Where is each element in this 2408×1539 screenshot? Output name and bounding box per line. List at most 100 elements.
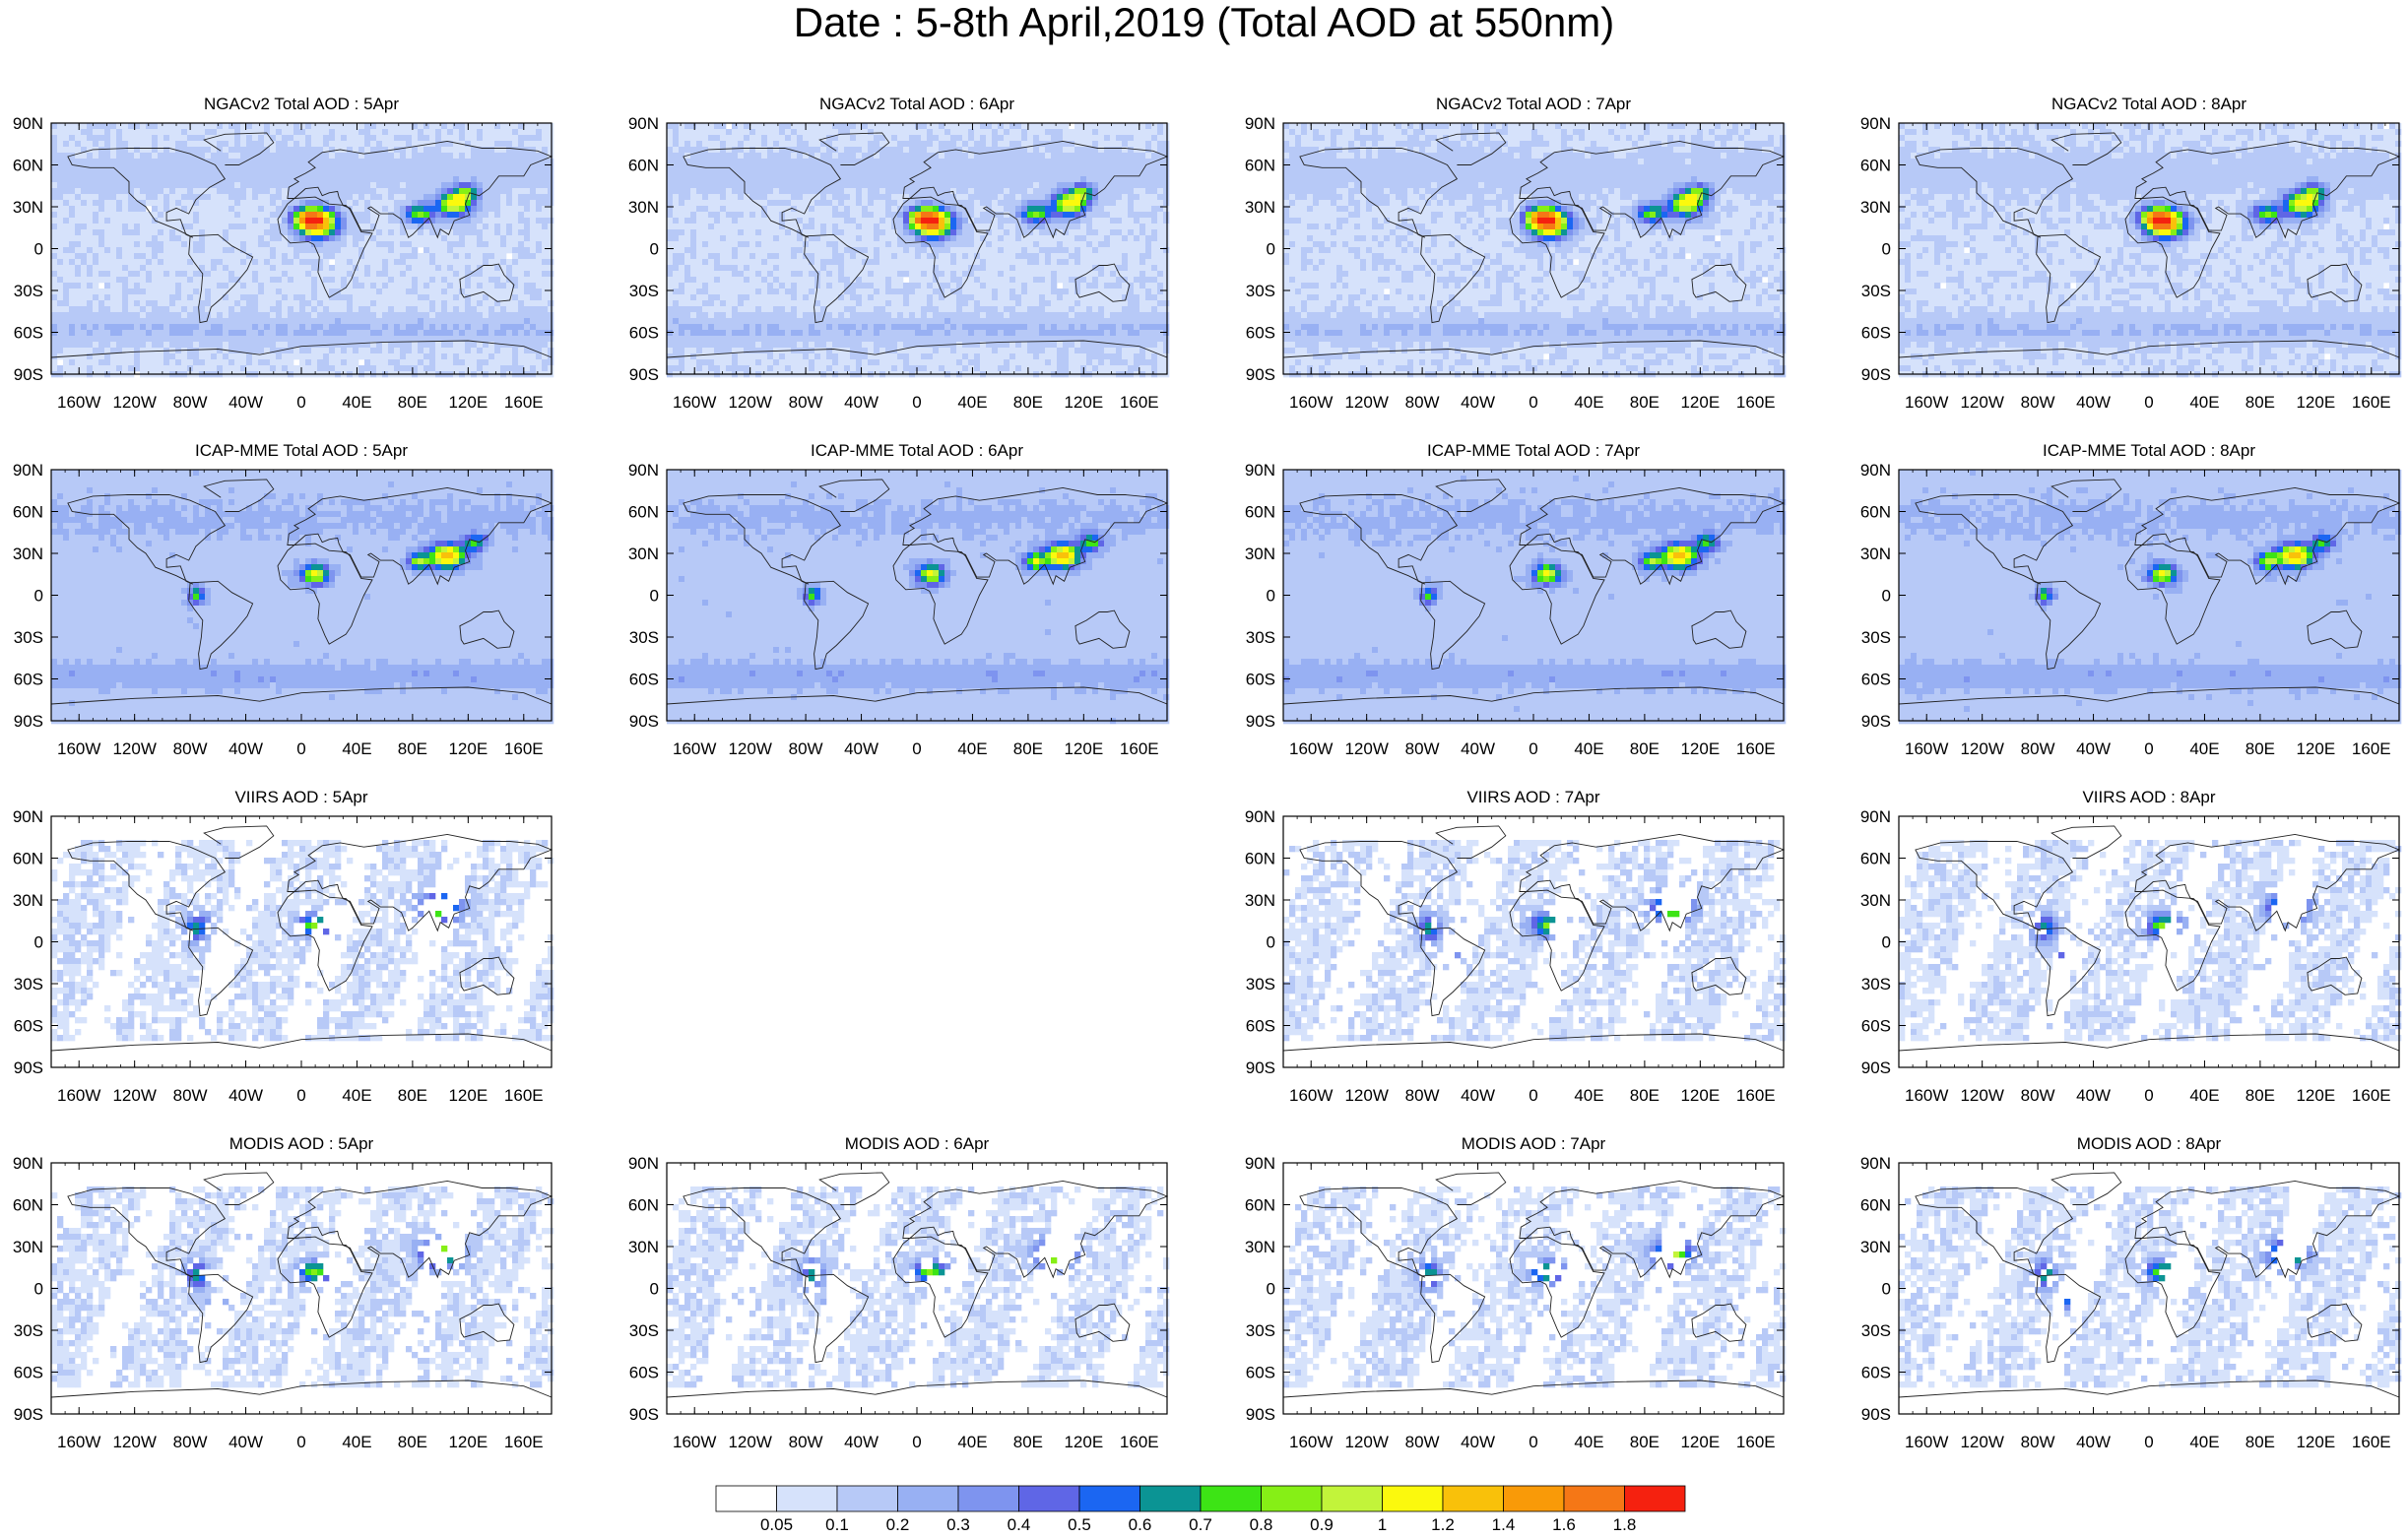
map-panel: NGACv2 Total AOD : 7Apr 90N 60N 30N 0 30S 60S 9… [1224, 95, 1795, 468]
lat-tick-label: 30S [1861, 282, 1891, 300]
lon-tick-label: 120W [112, 1433, 156, 1451]
colorbar-swatch [1261, 1485, 1323, 1512]
colorbar-swatch [776, 1485, 838, 1512]
lat-tick-label: 60S [1861, 1364, 1891, 1382]
lat-tick-label: 0 [650, 1280, 659, 1299]
lat-tick-label: 30N [13, 1238, 43, 1256]
lat-tick-label: 60N [1860, 157, 1891, 175]
coastlines [1282, 132, 1786, 358]
coastlines [666, 132, 1169, 358]
lat-tick-label: 60S [14, 1364, 43, 1382]
colorbar-swatch [715, 1485, 777, 1512]
lat-tick-label: 0 [34, 240, 43, 259]
colorbar-label: 1.2 [1431, 1515, 1455, 1534]
lon-tick-label: 120W [1960, 1433, 2003, 1451]
lon-tick-label: 120E [1064, 1433, 1103, 1451]
lon-tick-label: 0 [1529, 1086, 1537, 1105]
lon-tick-label: 80W [2021, 393, 2055, 412]
lat-tick-label: 90N [1245, 461, 1275, 480]
panel-title: MODIS AOD : 8Apr [2077, 1134, 2222, 1153]
lon-tick-label: 80E [1630, 1086, 1660, 1105]
lat-tick-label: 60S [629, 324, 659, 343]
lat-tick-label: 30N [628, 1238, 659, 1256]
lon-tick-label: 0 [1529, 1433, 1537, 1451]
lat-tick-label: 90N [1245, 807, 1275, 826]
lat-tick-label: 30S [14, 628, 43, 647]
lon-tick-label: 160W [57, 1086, 100, 1105]
lon-tick-label: 160W [1905, 739, 1948, 758]
lon-tick-label: 80E [1013, 393, 1043, 412]
lon-tick-label: 0 [296, 1433, 305, 1451]
lat-tick-label: 60N [1245, 503, 1275, 522]
lon-tick-label: 160E [504, 739, 544, 758]
lon-tick-label: 120E [448, 739, 488, 758]
lon-tick-label: 160W [673, 739, 716, 758]
lon-tick-label: 120E [1680, 739, 1720, 758]
lon-tick-label: 80W [1405, 739, 1440, 758]
panel-title: ICAP-MME Total AOD : 6Apr [811, 441, 1023, 460]
lon-tick-label: 160W [1905, 1433, 1948, 1451]
lat-tick-label: 90N [628, 461, 659, 480]
lat-tick-label: 60S [1246, 1364, 1275, 1382]
lon-tick-label: 80W [173, 739, 208, 758]
coastlines [1898, 132, 2401, 358]
lat-tick-label: 0 [650, 240, 659, 259]
lat-tick-label: 30N [1245, 198, 1275, 217]
lon-tick-label: 80W [789, 393, 823, 412]
lat-tick-label: 90N [628, 114, 659, 133]
map-panel: ICAP-MME Total AOD : 5Apr 90N 60N 30N 0 30S 60… [0, 441, 563, 814]
lon-tick-label: 0 [2144, 739, 2153, 758]
map-panel: ICAP-MME Total AOD : 6Apr 90N 60N 30N 0 30S 60… [608, 441, 1179, 814]
lat-tick-label: 90N [13, 114, 43, 133]
lat-tick-label: 90S [1861, 1058, 1891, 1077]
lon-tick-label: 0 [296, 1086, 305, 1105]
lon-tick-label: 40W [844, 739, 879, 758]
map-panel: ICAP-MME Total AOD : 7Apr 90N 60N 30N 0 30S 60… [1224, 441, 1795, 814]
panel-title: MODIS AOD : 7Apr [1462, 1134, 1606, 1153]
colorbar-label: 1 [1378, 1515, 1387, 1534]
lon-tick-label: 0 [296, 393, 305, 412]
lat-tick-label: 90N [1245, 114, 1275, 133]
lon-tick-label: 120E [448, 393, 488, 412]
colorbar-label: 0.1 [825, 1515, 849, 1534]
lon-tick-label: 120W [1344, 1086, 1388, 1105]
lon-tick-label: 0 [912, 1433, 921, 1451]
lat-tick-label: 60S [629, 671, 659, 689]
lon-tick-label: 40E [1574, 1086, 1603, 1105]
lon-tick-label: 40E [1574, 739, 1603, 758]
coastlines [1282, 825, 1786, 1052]
aod-field [1899, 1186, 2402, 1388]
lat-tick-label: 90S [14, 712, 43, 731]
lat-tick-label: 90N [13, 1154, 43, 1173]
lon-tick-label: 40E [2189, 739, 2219, 758]
lat-tick-label: 30S [629, 628, 659, 647]
lat-tick-label: 30N [13, 198, 43, 217]
lon-tick-label: 40W [844, 1433, 879, 1451]
lon-tick-label: 80W [173, 1433, 208, 1451]
colorbar-label: 0.9 [1310, 1515, 1334, 1534]
coastlines [1898, 825, 2401, 1052]
colorbar-label: 1.4 [1492, 1515, 1516, 1534]
lon-tick-label: 40E [342, 1086, 371, 1105]
colorbar-swatch [1200, 1485, 1262, 1512]
lat-tick-label: 90N [1860, 461, 1891, 480]
lon-tick-label: 160E [1736, 1086, 1776, 1105]
map-panel: NGACv2 Total AOD : 6Apr 90N 60N 30N 0 30S 60S 9… [608, 95, 1179, 468]
lon-tick-label: 120E [2296, 739, 2335, 758]
lon-tick-label: 0 [1529, 393, 1537, 412]
lat-tick-label: 90N [628, 1154, 659, 1173]
colorbar-label: 0.2 [886, 1515, 910, 1534]
map-panel: MODIS AOD : 5Apr 90N 60N 30N 0 30S 60S 90S 160W 1… [0, 1134, 563, 1507]
lon-tick-label: 0 [2144, 393, 2153, 412]
colorbar-swatch [1382, 1485, 1444, 1512]
aod-field [1899, 470, 2402, 725]
lon-tick-label: 120E [448, 1086, 488, 1105]
lat-tick-label: 0 [1882, 587, 1891, 606]
lat-tick-label: 60N [628, 157, 659, 175]
aod-field [667, 470, 1170, 725]
lat-tick-label: 90S [1861, 712, 1891, 731]
colorbar-label: 0.6 [1129, 1515, 1152, 1534]
lon-tick-label: 80W [1405, 1433, 1440, 1451]
lon-tick-label: 40W [228, 739, 263, 758]
lon-tick-label: 80E [398, 1086, 427, 1105]
